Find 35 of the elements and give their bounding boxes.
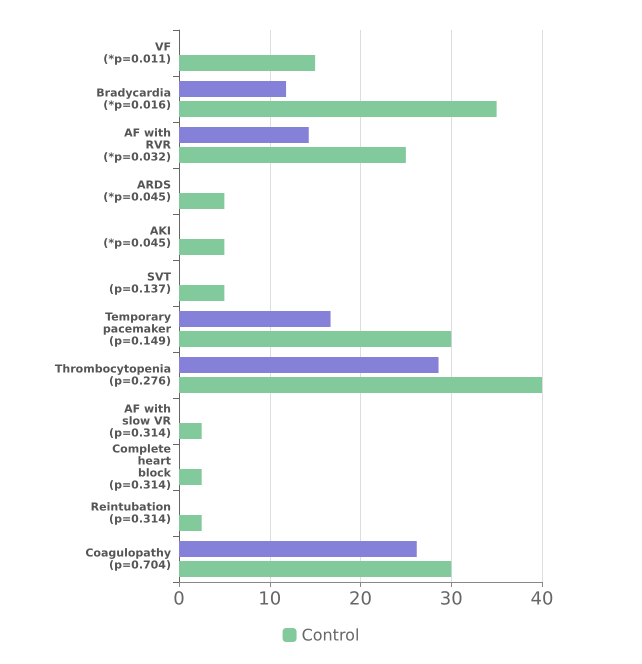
- y-tick-label: VF (*p=0.011): [103, 40, 171, 66]
- y-tick-label: Temporary pacemaker (p=0.149): [102, 310, 172, 348]
- bar: [179, 422, 202, 439]
- y-tick-label: AKI (*p=0.045): [103, 224, 171, 250]
- bar: [179, 376, 542, 393]
- y-tick-label: AF with slow VR (p=0.314): [109, 402, 172, 440]
- bar: [179, 330, 452, 347]
- x-tick-label: 40: [530, 588, 554, 610]
- y-tick-label: Coagulopathy (p=0.704): [85, 546, 171, 572]
- y-tick-label: ARDS (*p=0.045): [103, 178, 172, 204]
- bar: [179, 81, 286, 98]
- y-tick-label: Thrombocytopenia (p=0.276): [54, 362, 171, 388]
- bar: [179, 284, 224, 301]
- y-tick-label: Complete heart block (p=0.314): [109, 442, 172, 492]
- y-tick-label: AF with RVR (*p=0.032): [103, 126, 172, 164]
- bar: [179, 514, 202, 531]
- y-tick-label: Bradycardia (*p=0.016): [96, 86, 171, 112]
- bar: [179, 54, 316, 71]
- bar: [179, 541, 417, 558]
- bar: [179, 127, 309, 144]
- x-tick-label: 10: [258, 588, 282, 610]
- x-tick-label: 30: [440, 588, 463, 610]
- x-tick-label: 0: [173, 588, 185, 610]
- bar: [179, 146, 406, 163]
- bar: [179, 311, 331, 328]
- bar: [179, 100, 497, 117]
- bar: [179, 468, 202, 485]
- bar: [179, 357, 439, 374]
- y-tick-label: SVT (p=0.137): [109, 270, 172, 296]
- bar: [179, 238, 224, 255]
- bar: [179, 560, 452, 577]
- legend-label: Control: [302, 626, 360, 644]
- bar: [179, 192, 224, 209]
- y-tick-label: Reintubation (p=0.314): [90, 500, 171, 526]
- x-tick-label: 20: [349, 588, 372, 610]
